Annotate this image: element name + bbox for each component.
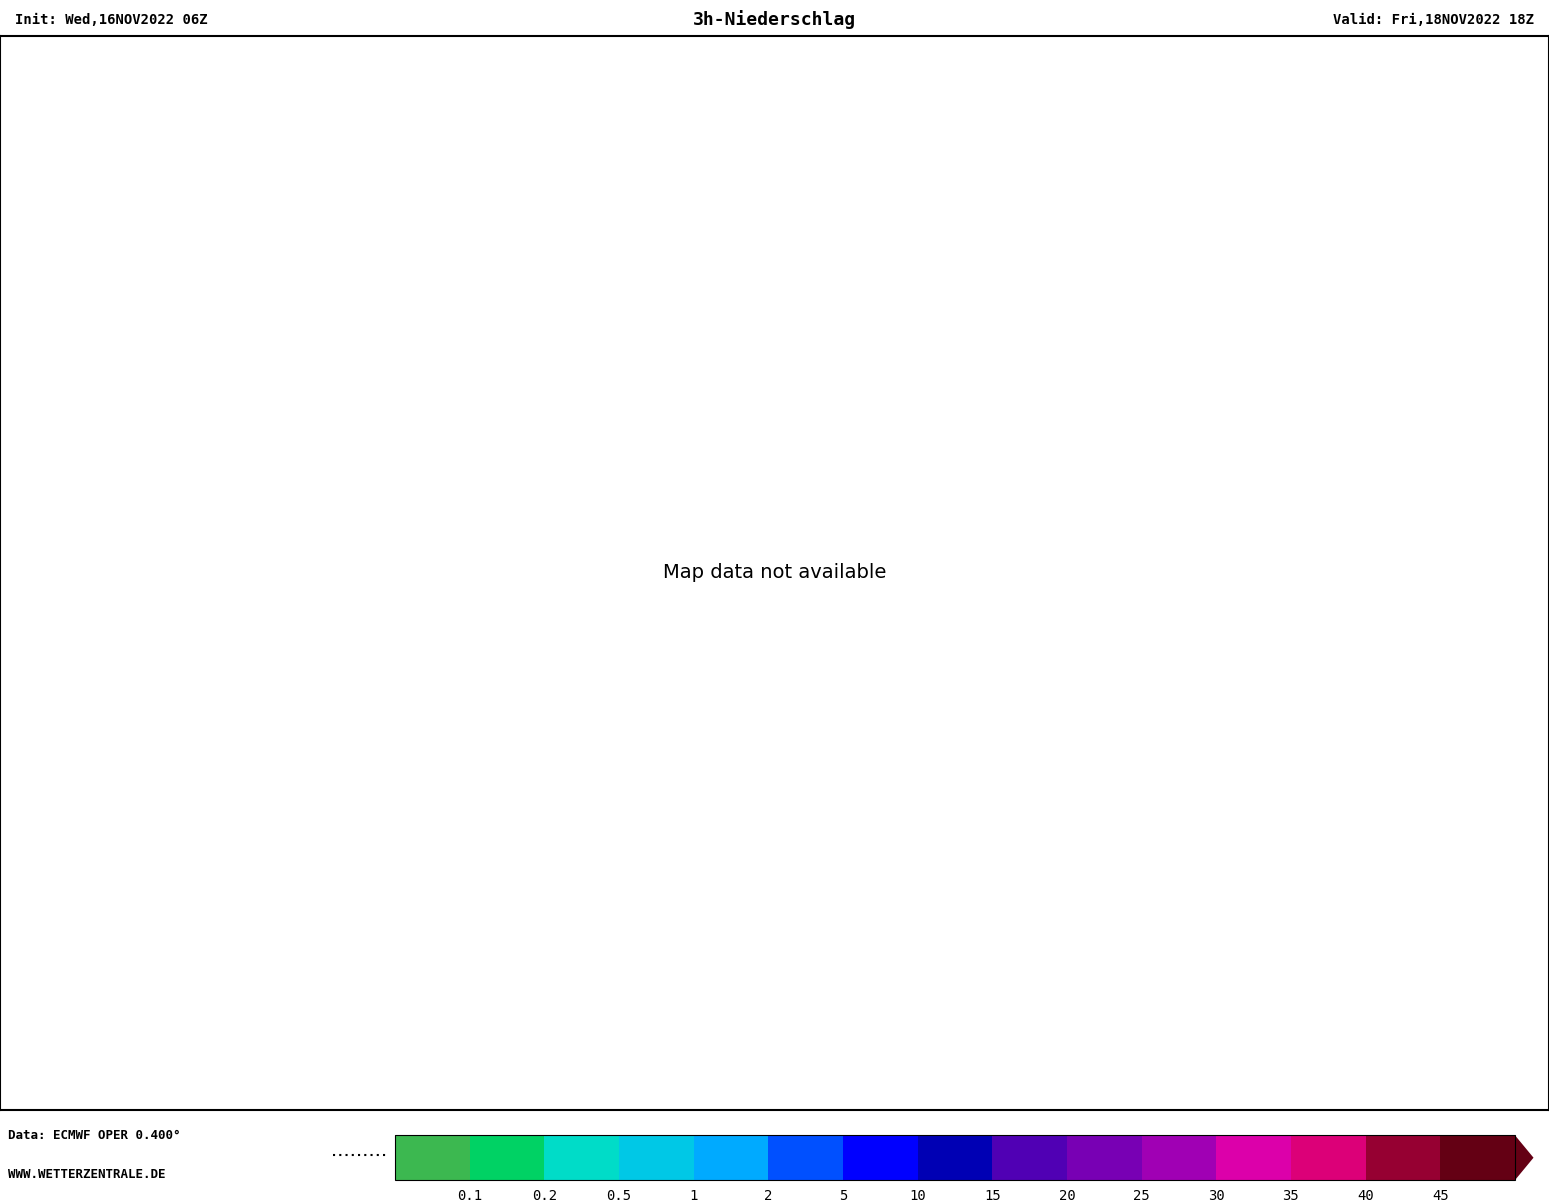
Text: 40: 40 (1357, 1189, 1374, 1200)
Bar (1441, 1135, 1515, 1181)
Text: 5: 5 (838, 1189, 847, 1200)
Text: 35: 35 (1283, 1189, 1300, 1200)
Text: 10: 10 (909, 1189, 926, 1200)
Bar (469, 1135, 544, 1181)
Bar (1142, 1135, 1216, 1181)
Text: 2: 2 (764, 1189, 773, 1200)
Text: Data: ECMWF OPER 0.400°: Data: ECMWF OPER 0.400° (8, 1129, 180, 1141)
Text: 1: 1 (689, 1189, 699, 1200)
Text: 45: 45 (1431, 1189, 1448, 1200)
Bar (395, 1135, 1515, 1181)
Bar (917, 1135, 993, 1181)
Bar (620, 1135, 694, 1181)
Text: 15: 15 (984, 1189, 1001, 1200)
Bar (1366, 1135, 1441, 1181)
Text: 20: 20 (1058, 1189, 1075, 1200)
Bar (993, 1135, 1067, 1181)
Bar (1290, 1135, 1366, 1181)
Bar (768, 1135, 843, 1181)
Bar (544, 1135, 620, 1181)
Bar (395, 1135, 469, 1181)
Text: 25: 25 (1134, 1189, 1149, 1200)
Text: WWW.WETTERZENTRALE.DE: WWW.WETTERZENTRALE.DE (8, 1169, 166, 1181)
Bar (694, 1135, 768, 1181)
Text: Map data not available: Map data not available (663, 564, 886, 582)
Text: Valid: Fri,18NOV2022 18Z: Valid: Fri,18NOV2022 18Z (1332, 13, 1534, 26)
Text: 30: 30 (1208, 1189, 1225, 1200)
Text: 3h-Niederschlag: 3h-Niederschlag (692, 11, 857, 29)
Bar (1067, 1135, 1142, 1181)
Text: 0.1: 0.1 (457, 1189, 482, 1200)
Bar (1216, 1135, 1290, 1181)
Polygon shape (1515, 1135, 1534, 1181)
Text: 0.5: 0.5 (606, 1189, 632, 1200)
Bar (843, 1135, 917, 1181)
Text: Init: Wed,16NOV2022 06Z: Init: Wed,16NOV2022 06Z (15, 13, 208, 26)
Text: 0.2: 0.2 (531, 1189, 558, 1200)
